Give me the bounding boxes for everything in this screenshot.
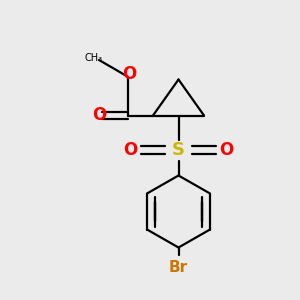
Text: O: O xyxy=(123,141,138,159)
Text: O: O xyxy=(92,106,106,124)
Text: S: S xyxy=(172,141,185,159)
Text: CH₃: CH₃ xyxy=(85,52,103,63)
Text: O: O xyxy=(122,65,136,83)
Text: O: O xyxy=(219,141,234,159)
Text: Br: Br xyxy=(169,260,188,274)
